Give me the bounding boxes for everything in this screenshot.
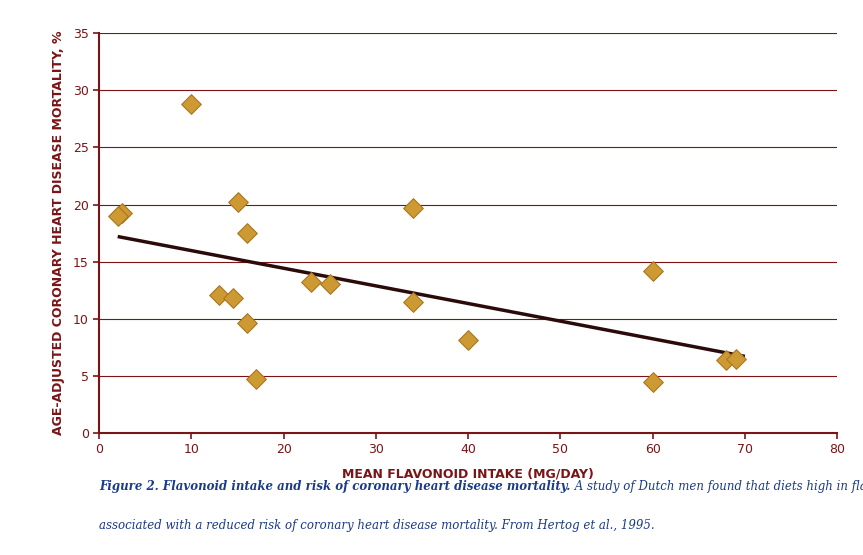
Point [212, 290, 226, 299]
X-axis label: MEAN FLAVONOID INTAKE (MG/DAY): MEAN FLAVONOID INTAKE (MG/DAY) [343, 467, 594, 481]
Point [646, 377, 659, 386]
Point [406, 297, 419, 306]
Text: associated with a reduced risk of coronary heart disease mortality. From Hertog : associated with a reduced risk of corona… [99, 519, 655, 532]
Point [406, 204, 419, 213]
Point [461, 336, 475, 345]
Point [728, 354, 742, 363]
Point [249, 375, 263, 384]
Point [226, 294, 240, 302]
Point [110, 211, 124, 220]
Text: A study of Dutch men found that diets high in flavonoids were: A study of Dutch men found that diets hi… [570, 480, 863, 493]
Point [646, 266, 659, 275]
Point [323, 280, 337, 289]
Text: Figure 2. Flavonoid intake and risk of coronary heart disease mortality.: Figure 2. Flavonoid intake and risk of c… [99, 480, 570, 493]
Point [230, 198, 244, 206]
Point [116, 208, 129, 217]
Point [305, 278, 318, 286]
Point [240, 319, 254, 328]
Point [185, 100, 198, 109]
Y-axis label: AGE-ADJUSTED CORONARY HEART DISEASE MORTALITY, %: AGE-ADJUSTED CORONARY HEART DISEASE MORT… [52, 31, 65, 435]
Point [240, 229, 254, 238]
Point [720, 355, 734, 364]
